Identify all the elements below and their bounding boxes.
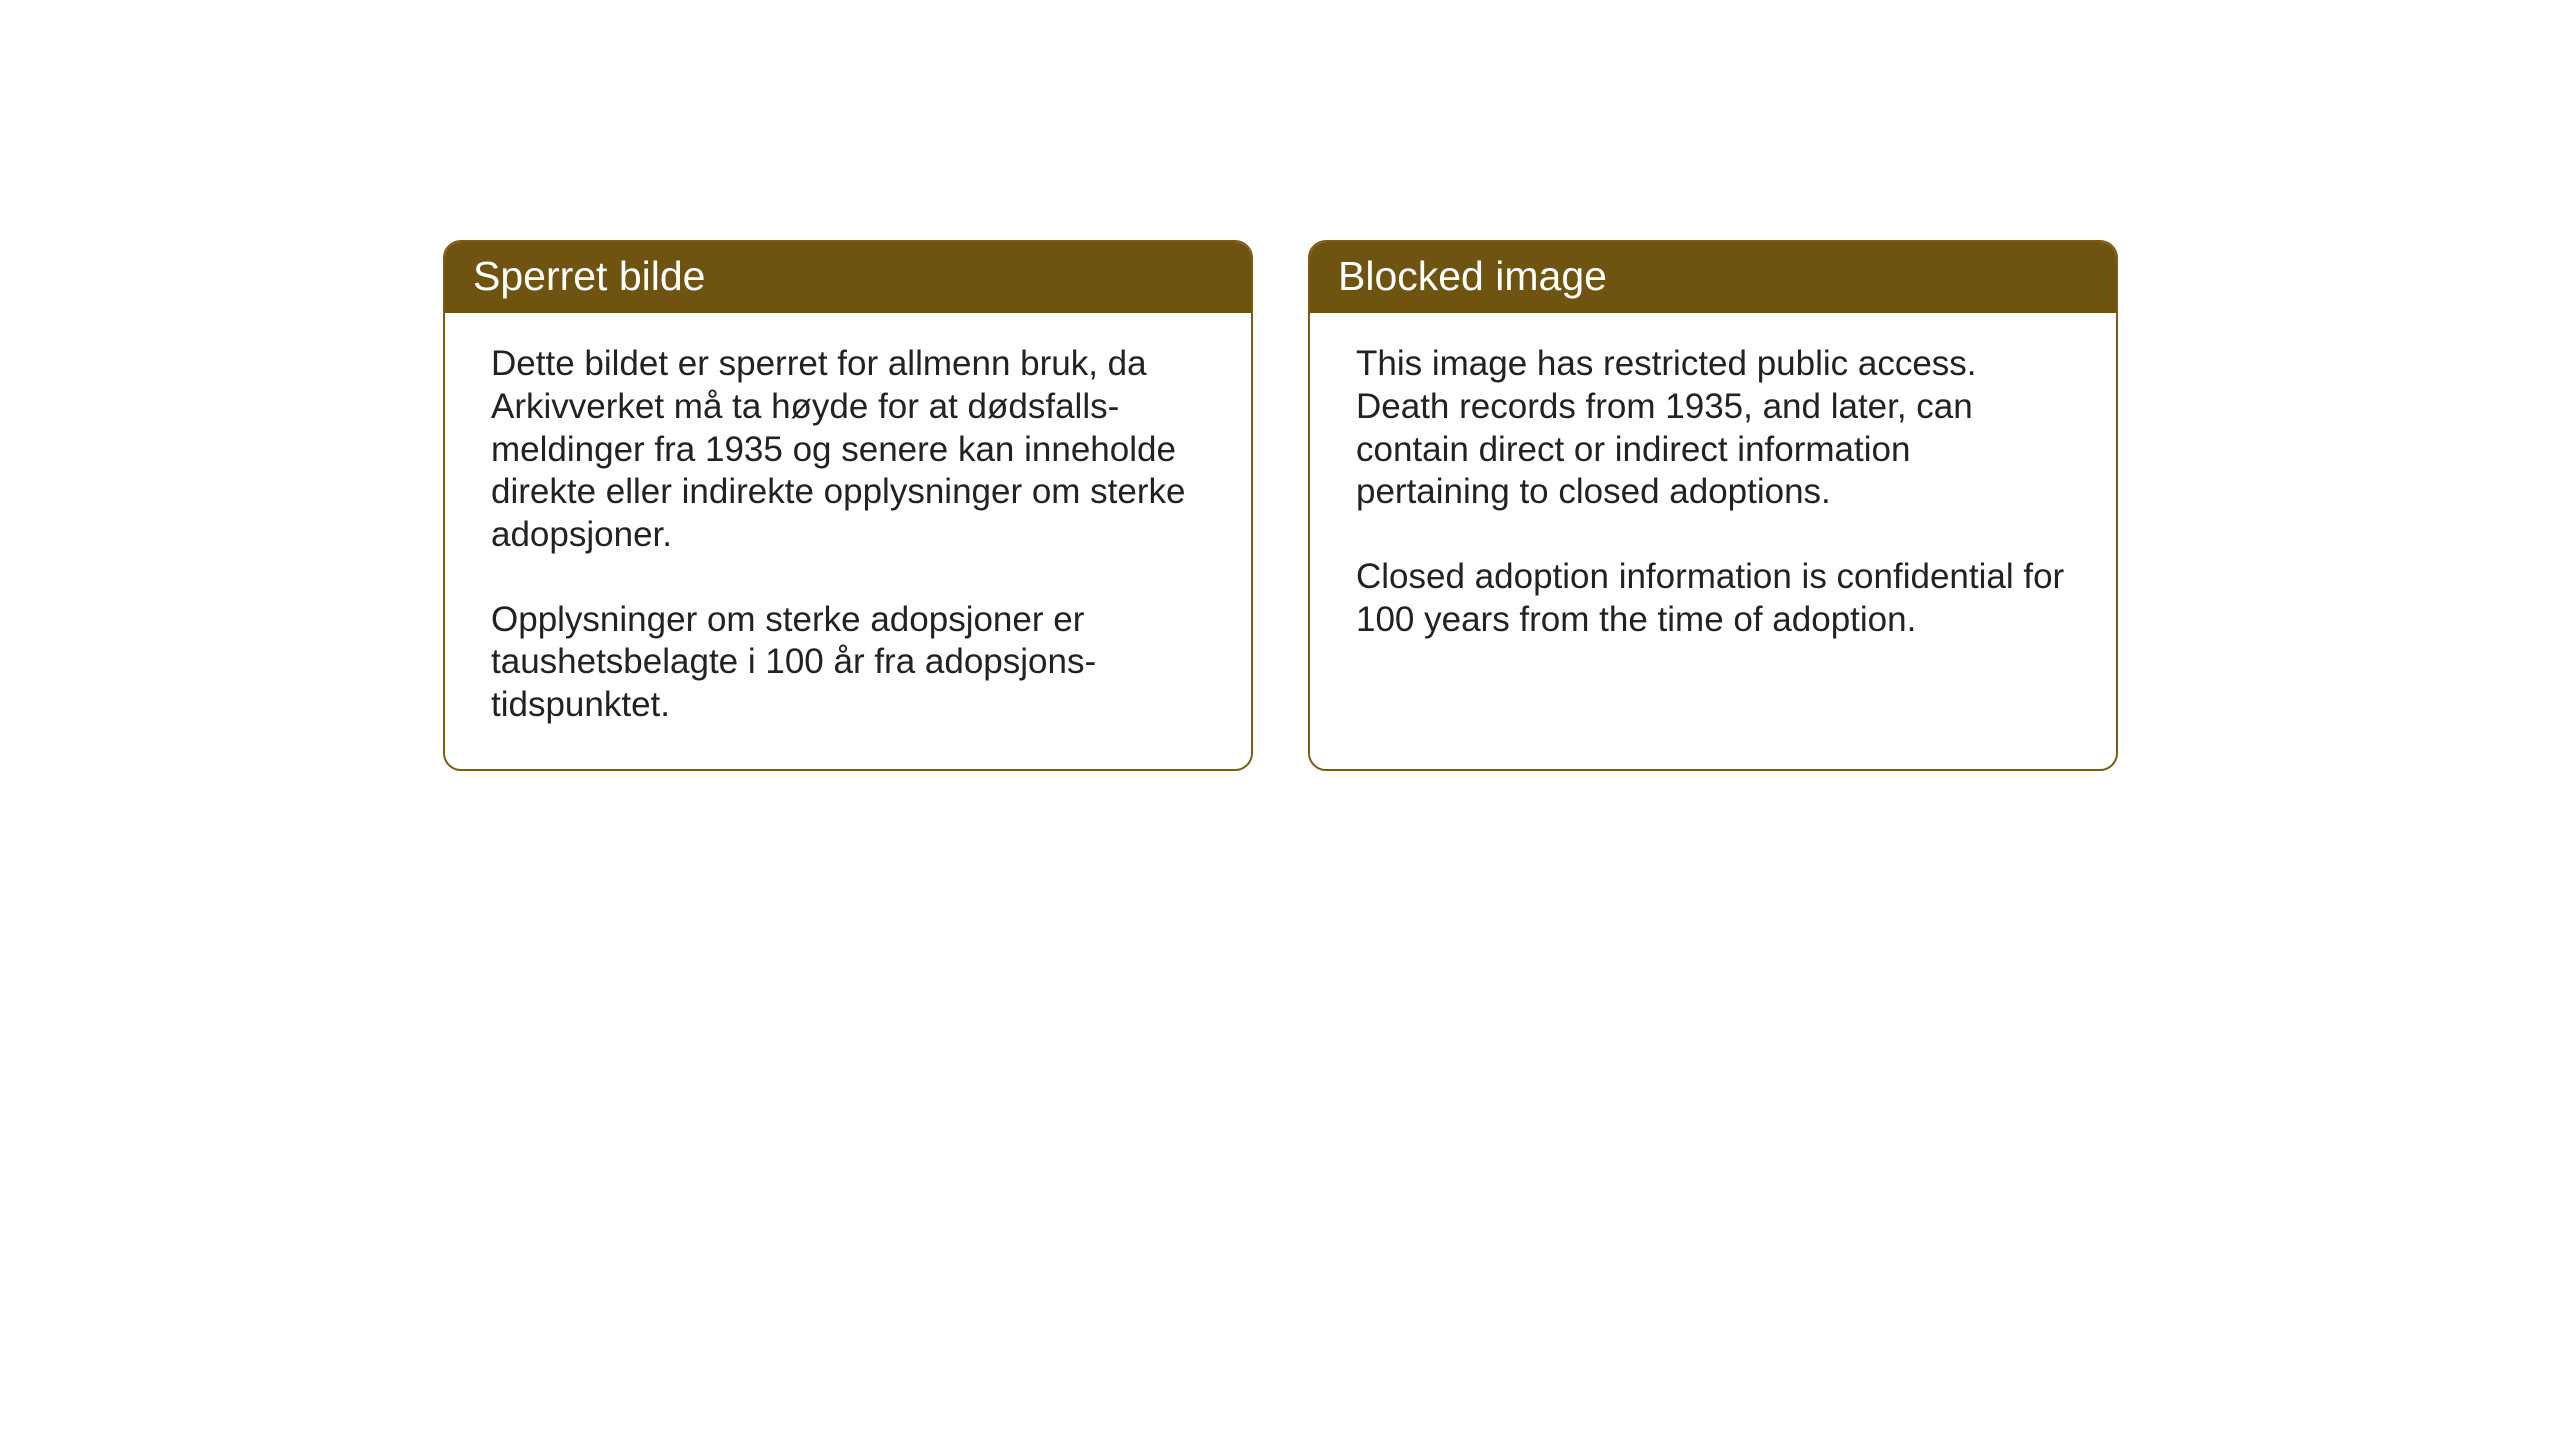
card-body-english: This image has restricted public access.…: [1310, 313, 2116, 683]
paragraph-text: Dette bildet er sperret for allmenn bruk…: [491, 343, 1205, 556]
paragraph-text: Opplysninger om sterke adopsjoner er tau…: [491, 599, 1205, 727]
card-header-norwegian: Sperret bilde: [445, 242, 1251, 313]
card-title: Blocked image: [1338, 253, 1607, 299]
card-title: Sperret bilde: [473, 253, 705, 299]
card-header-english: Blocked image: [1310, 242, 2116, 313]
paragraph-text: Closed adoption information is confident…: [1356, 556, 2070, 641]
card-body-norwegian: Dette bildet er sperret for allmenn bruk…: [445, 313, 1251, 769]
notice-card-norwegian: Sperret bilde Dette bildet er sperret fo…: [443, 240, 1253, 771]
notice-card-english: Blocked image This image has restricted …: [1308, 240, 2118, 771]
notice-container: Sperret bilde Dette bildet er sperret fo…: [443, 240, 2118, 771]
paragraph-text: This image has restricted public access.…: [1356, 343, 2070, 514]
